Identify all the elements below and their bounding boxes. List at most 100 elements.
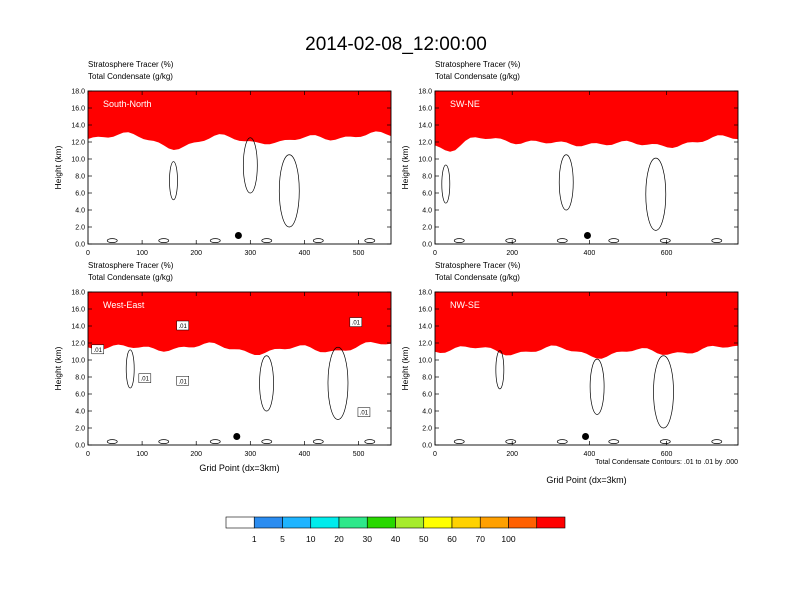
contour-label: .01 [360,411,369,417]
x-tick-label: 0 [433,250,437,257]
panel-south-north: 0.0 2.0 4.0 6.0 8.0 10.0 12.0 14.0 16.0 18.0 0 100 2… [53,60,392,257]
condensate-contour [259,355,274,412]
y-tick-label: 0.0 [422,443,432,450]
panel-sw-ne: 0.0 2.0 4.0 6.0 8.0 10.0 12.0 14.0 16.0 18.0 0 200 4… [400,60,739,257]
x-tick-label: 200 [190,250,202,257]
y-tick-label: 2.0 [75,225,85,232]
y-axis-label: Height (km) [53,346,63,390]
y-tick-label: 6.0 [422,191,432,198]
colorbar-swatch [253,516,283,529]
condensate-contour [711,439,723,444]
y-tick-label: 10.0 [418,358,432,365]
panel-label: West-East [103,300,145,310]
condensate-contour [209,439,221,444]
y-tick-label: 8.0 [422,375,432,382]
fill-band-11 [88,91,391,150]
y-tick-label: 12.0 [418,140,432,147]
panel-title-condensate: Total Condensate (g/kg) [435,273,520,282]
panel-title-condensate: Total Condensate (g/kg) [88,72,173,81]
x-tick-label: 100 [136,451,148,458]
y-tick-label: 6.0 [75,392,85,399]
colorbar-swatch [282,516,312,529]
panel-title-condensate: Total Condensate (g/kg) [435,72,520,81]
condensate-contour [711,238,723,243]
panel-nw-se: 0.0 2.0 4.0 6.0 8.0 10.0 12.0 14.0 16.0 18.0 0 200 4… [400,261,739,485]
fill-band-11 [435,292,738,359]
contour-label-box [91,344,104,355]
plot-frame [434,90,739,245]
colorbar-label: 60 [447,534,457,544]
y-tick-label: 18.0 [71,89,85,96]
condensate-contour [556,238,568,243]
y-tick-label: 12.0 [418,341,432,348]
location-marker [582,433,590,440]
y-tick-label: 8.0 [422,174,432,181]
y-tick-label: 14.0 [418,324,432,331]
contour-label-box [176,376,189,386]
panel-title-tracer: Stratosphere Tracer (%) [88,261,174,270]
panel-title-tracer: Stratosphere Tracer (%) [88,60,174,69]
panel-title-condensate: Total Condensate (g/kg) [88,273,173,282]
x-tick-label: 600 [661,250,673,257]
colorbar-swatch [536,516,566,529]
condensate-contour [556,439,568,444]
condensate-contour [608,439,620,444]
x-tick-label: 300 [244,250,256,257]
condensate-contour [441,164,451,204]
x-axis-label: Grid Point (dx=3km) [546,475,626,485]
y-tick-label: 12.0 [71,341,85,348]
panel-west-east: .01 .01 .01 .01 .01 .01 0.0 2.0 4.0 6.0 8.0 10.0 12.… [53,261,392,473]
x-tick-label: 200 [190,451,202,458]
colorbar-swatch [508,516,538,529]
condensate-contour [158,238,170,243]
colorbar-label: 5 [280,534,285,544]
x-tick-label: 0 [86,250,90,257]
contour-label: .01 [141,377,150,383]
panels: 0.0 2.0 4.0 6.0 8.0 10.0 12.0 14.0 16.0 18.0 0 100 2… [53,60,739,485]
y-tick-label: 18.0 [418,89,432,96]
colorbar-label: 50 [419,534,429,544]
condensate-contour [158,439,170,444]
panel-title-tracer: Stratosphere Tracer (%) [435,261,521,270]
condensate-contour [453,238,465,243]
fill-band-11 [88,292,391,355]
condensate-contour [169,161,178,201]
colorbar-swatch [338,516,368,529]
condensate-contour [495,350,505,390]
colorbar-label: 100 [501,534,515,544]
colorbar-swatch [225,516,255,529]
y-tick-label: 18.0 [418,290,432,297]
condensate-contour [645,157,667,231]
y-tick-label: 18.0 [71,290,85,297]
y-tick-label: 16.0 [418,307,432,314]
colorbar-swatch [451,516,481,529]
condensate-contour [558,154,574,211]
tracer-fill [435,91,738,152]
y-tick-label: 10.0 [418,157,432,164]
contour-label-box [176,320,189,331]
x-tick-label: 400 [299,250,311,257]
x-tick-label: 400 [584,451,596,458]
colorbar-label: 30 [363,534,373,544]
panel-label: NW-SE [450,300,480,310]
tracer-fill [88,292,391,355]
x-tick-label: 100 [136,250,148,257]
x-tick-label: 0 [86,451,90,458]
y-axis-label: Height (km) [53,145,63,189]
y-tick-label: 8.0 [75,375,85,382]
contour-label-box [357,407,371,417]
condensate-contour [453,439,465,444]
colorbar-label: 10 [306,534,316,544]
condensate-contour [364,238,376,243]
condensate-contour [125,349,135,389]
condensate-contour [106,238,118,243]
colorbar-label: 40 [391,534,401,544]
panel-title-tracer: Stratosphere Tracer (%) [435,60,521,69]
y-tick-label: 8.0 [75,174,85,181]
panel-label: South-North [103,99,152,109]
condensate-contours [106,346,376,444]
contour-label-box [138,373,152,383]
location-marker [233,433,241,440]
y-tick-label: 16.0 [71,106,85,113]
